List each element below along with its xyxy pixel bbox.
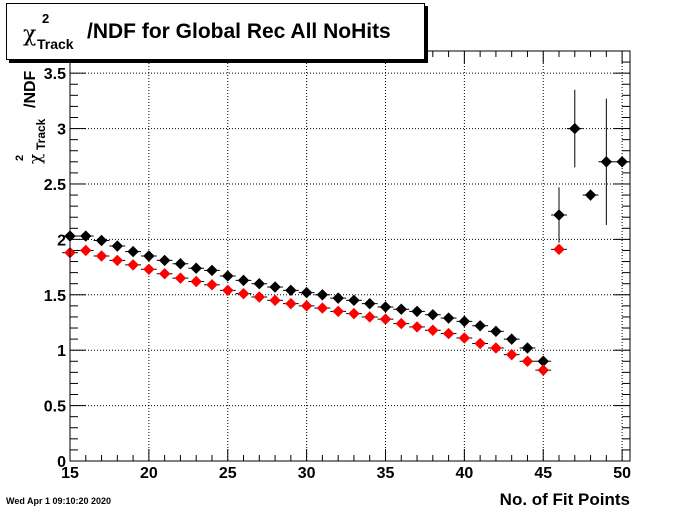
x-tick-label: 40 xyxy=(455,465,473,482)
series-1 xyxy=(62,243,567,376)
data-point xyxy=(474,320,486,332)
y-label-superscript: 2 xyxy=(14,154,26,161)
data-point xyxy=(395,303,407,315)
data-points xyxy=(62,89,630,376)
data-point xyxy=(222,284,234,297)
data-point xyxy=(222,270,234,282)
data-point xyxy=(237,287,250,300)
data-point xyxy=(395,317,407,330)
data-point xyxy=(348,294,360,307)
data-point xyxy=(332,292,344,304)
axis-ticks xyxy=(69,50,630,462)
data-point xyxy=(348,307,360,320)
y-tick-label: 0 xyxy=(57,454,66,471)
data-point xyxy=(269,281,281,293)
data-point xyxy=(158,268,171,280)
data-point xyxy=(505,348,518,361)
data-point xyxy=(174,272,187,284)
data-point xyxy=(364,297,376,310)
y-tick-label: 0.5 xyxy=(44,399,66,416)
title-chi-symbol: χ xyxy=(23,22,37,47)
data-point xyxy=(521,342,534,354)
data-point xyxy=(364,311,376,323)
data-point xyxy=(190,275,202,288)
y-tick-label: 3.5 xyxy=(44,66,66,83)
tick-labels: 15 20 25 30 35 40 45 50 0 0.5 1 1.5 2 2.5 3 3.5 xyxy=(44,66,631,482)
data-point xyxy=(143,263,155,276)
x-tick-label: 35 xyxy=(377,465,395,482)
data-point xyxy=(379,313,392,325)
data-point xyxy=(111,240,124,252)
data-point xyxy=(127,259,139,271)
y-tick-label: 1.5 xyxy=(44,288,66,305)
data-point xyxy=(158,254,171,267)
data-point xyxy=(600,156,613,168)
y-tick-label: 1 xyxy=(57,343,66,360)
data-point xyxy=(206,264,218,277)
data-point xyxy=(285,297,297,310)
x-tick-label: 15 xyxy=(61,465,79,482)
x-tick-label: 30 xyxy=(298,465,316,482)
data-point xyxy=(111,254,124,267)
y-tick-label: 3 xyxy=(57,122,66,139)
y-label-text: /NDF xyxy=(22,70,39,108)
data-point xyxy=(253,277,266,290)
title-subscript: Track xyxy=(37,36,74,52)
data-point xyxy=(458,332,471,344)
data-point xyxy=(553,209,565,221)
data-point xyxy=(474,337,486,350)
title-superscript: 2 xyxy=(42,11,50,26)
data-point xyxy=(569,122,581,135)
data-point xyxy=(537,364,549,376)
data-point xyxy=(332,305,344,318)
y-tick-label: 2.5 xyxy=(44,177,66,194)
data-point xyxy=(143,250,155,262)
x-tick-label: 20 xyxy=(140,465,158,482)
data-point xyxy=(206,279,218,291)
y-label-chi-symbol: χ xyxy=(26,153,46,164)
data-point xyxy=(300,286,313,299)
data-point xyxy=(505,333,518,345)
data-point xyxy=(490,342,502,354)
x-tick-label: 25 xyxy=(219,465,237,482)
data-point xyxy=(269,294,281,307)
data-point xyxy=(427,324,439,336)
y-axis-label: χ 2 Track /NDF xyxy=(14,24,54,164)
chart-title-box: χ 2 Track /NDF for Global Rec All NoHits xyxy=(6,3,425,60)
data-point xyxy=(490,325,502,338)
chart-title: /NDF for Global Rec All NoHits xyxy=(87,20,391,43)
data-point xyxy=(521,355,534,367)
data-point xyxy=(300,300,313,312)
data-point xyxy=(442,327,455,340)
data-point xyxy=(316,289,329,301)
data-point xyxy=(458,315,471,328)
y-tick-label: 2 xyxy=(57,232,66,249)
x-tick-label: 50 xyxy=(613,465,631,482)
data-point xyxy=(411,305,423,318)
x-tick-label: 45 xyxy=(534,465,552,482)
data-point xyxy=(316,302,329,314)
data-point xyxy=(127,245,139,258)
data-point xyxy=(190,262,202,274)
x-axis-label: No. of Fit Points xyxy=(499,490,630,509)
datestamp: Wed Apr 1 09:10:20 2020 xyxy=(6,496,112,506)
data-point xyxy=(379,301,392,313)
data-point xyxy=(411,321,423,333)
data-point xyxy=(442,312,455,324)
data-point xyxy=(95,234,108,247)
data-point xyxy=(427,309,439,321)
y-label-subscript: Track xyxy=(34,118,48,150)
data-point xyxy=(285,284,297,297)
data-point xyxy=(584,189,597,201)
data-point xyxy=(80,244,92,257)
data-point xyxy=(95,250,108,262)
data-point xyxy=(174,258,187,270)
data-point xyxy=(253,291,266,303)
series-0 xyxy=(62,89,630,367)
data-point xyxy=(616,156,628,168)
data-point xyxy=(553,243,565,256)
data-point xyxy=(237,274,250,287)
data-point xyxy=(80,230,92,242)
